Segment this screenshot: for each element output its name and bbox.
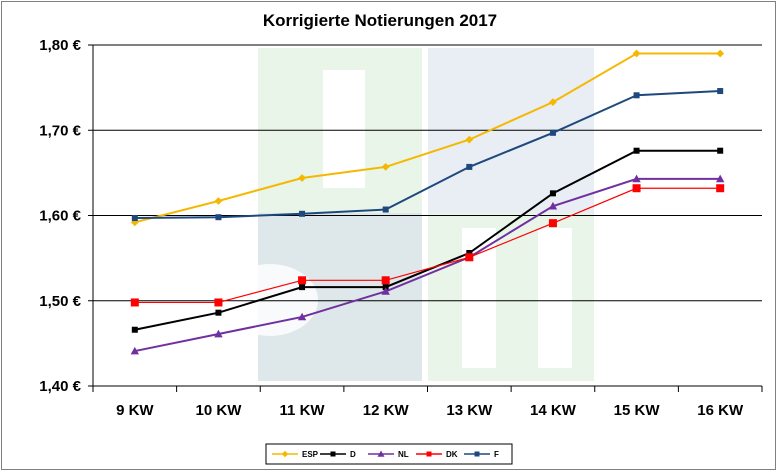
data-point <box>474 451 480 457</box>
legend-item: DK <box>416 450 458 459</box>
data-point <box>717 88 724 95</box>
data-point <box>214 298 223 307</box>
data-point <box>466 250 473 257</box>
data-point <box>382 206 389 213</box>
data-point <box>633 147 640 154</box>
legend-label: NL <box>398 450 409 459</box>
chart-title: Korrigierte Notierungen 2017 <box>263 11 497 30</box>
grid-lines <box>93 44 762 387</box>
legend-label: DK <box>446 450 458 459</box>
data-point <box>299 210 306 217</box>
data-point <box>214 197 223 205</box>
x-tick-label: 15 KW <box>614 402 661 419</box>
data-point <box>715 174 725 183</box>
data-point <box>548 201 558 210</box>
data-point <box>330 451 336 457</box>
x-tick-label: 16 KW <box>697 402 744 419</box>
legend-item: ESP <box>272 450 319 459</box>
series-esp <box>130 49 725 227</box>
x-axis-ticks: 9 KW 10 KW 11 KW 12 KW 13 KW 14 KW 15 KW 16 KW <box>116 402 744 419</box>
data-point <box>214 329 223 338</box>
x-tick-label: 14 KW <box>530 402 577 419</box>
series-line <box>134 52 721 224</box>
axes <box>88 44 763 392</box>
data-point <box>131 326 138 333</box>
series-lines <box>130 49 725 355</box>
data-point <box>381 163 390 171</box>
y-tick-label: 1,50 € <box>39 293 81 310</box>
series-line <box>134 149 721 331</box>
y-tick-label: 1,60 € <box>39 208 81 225</box>
data-point <box>466 163 473 170</box>
x-tick-label: 11 KW <box>280 402 326 419</box>
y-axis-ticks: 1,40 € 1,50 € 1,60 € 1,70 € 1,80 € <box>39 37 81 395</box>
y-tick-label: 1,80 € <box>39 37 81 54</box>
data-point <box>131 215 138 222</box>
y-tick-label: 1,70 € <box>39 122 81 139</box>
legend-label: F <box>494 450 499 459</box>
series-d <box>131 147 724 333</box>
data-point <box>377 450 385 457</box>
data-point <box>716 49 725 58</box>
data-point <box>281 450 289 458</box>
data-point <box>549 190 556 197</box>
data-point <box>382 284 389 291</box>
x-tick-label: 10 KW <box>196 402 243 419</box>
data-point <box>426 451 432 457</box>
series-line <box>134 187 721 304</box>
y-tick-label: 1,40 € <box>39 378 81 395</box>
data-point <box>381 276 390 285</box>
legend-item: D <box>320 450 356 459</box>
data-point <box>130 346 140 355</box>
data-point <box>298 276 307 285</box>
data-point <box>632 174 641 183</box>
x-tick-label: 9 KW <box>116 402 154 419</box>
data-point <box>215 309 222 316</box>
data-point <box>717 147 724 154</box>
data-point <box>465 135 474 144</box>
series-f <box>131 88 724 222</box>
data-point <box>215 214 222 221</box>
data-point <box>465 253 474 262</box>
legend: ESP D NL DK F <box>265 443 513 465</box>
data-point <box>297 312 307 321</box>
data-point <box>549 129 556 136</box>
data-point <box>549 98 557 107</box>
data-point <box>632 184 641 193</box>
legend-label: D <box>350 450 356 459</box>
legend-item: NL <box>368 450 409 459</box>
series-dk <box>130 184 725 307</box>
data-point <box>381 287 390 295</box>
data-point <box>633 92 640 99</box>
x-tick-label: 12 KW <box>363 402 410 419</box>
data-point <box>632 49 641 58</box>
data-point <box>130 218 139 227</box>
x-tick-label: 13 KW <box>446 402 493 419</box>
legend-item: F <box>464 450 499 459</box>
data-point <box>298 174 306 182</box>
legend-label: ESP <box>302 450 319 459</box>
data-point <box>548 219 557 228</box>
data-point <box>716 184 725 193</box>
data-point <box>299 284 306 291</box>
series-line <box>134 177 721 353</box>
data-point <box>130 298 139 307</box>
series-line <box>134 90 721 220</box>
